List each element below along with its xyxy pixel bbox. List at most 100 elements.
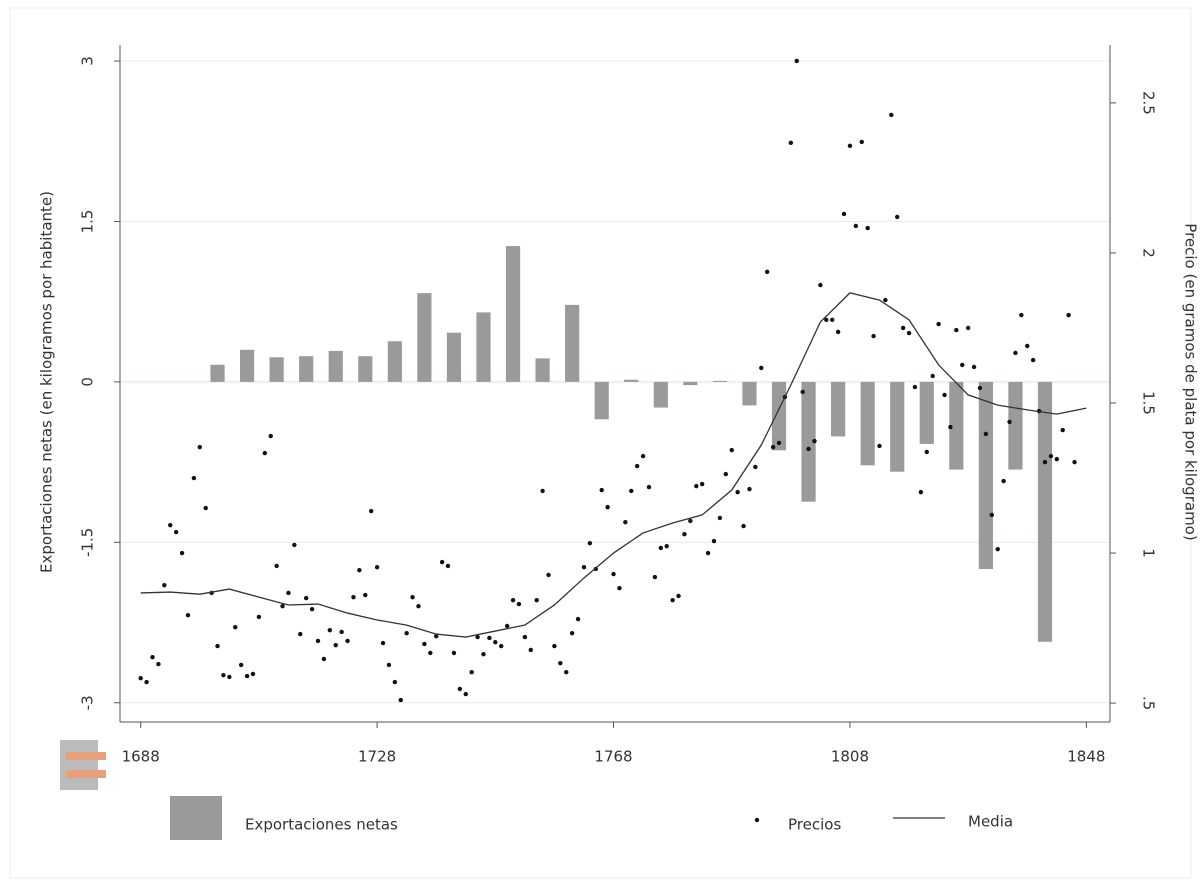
price-point: [646, 484, 652, 490]
price-point: [286, 590, 291, 596]
price-point: [924, 449, 929, 455]
bar: [712, 380, 728, 382]
price-point: [883, 297, 888, 303]
price-point: [564, 669, 569, 675]
price-point: [499, 643, 504, 649]
price-point: [818, 282, 823, 288]
price-point: [150, 654, 155, 660]
price-point: [185, 612, 191, 618]
bar: [387, 341, 402, 382]
price-point: [268, 433, 273, 439]
price-point: [895, 214, 900, 220]
price-point: [865, 225, 870, 231]
x-tick-label: 1728: [358, 748, 396, 766]
price-point: [611, 571, 616, 577]
price-point: [699, 481, 705, 487]
logo: [60, 740, 106, 790]
price-point: [215, 643, 220, 649]
bar: [919, 381, 934, 444]
price-point: [1007, 419, 1012, 425]
price-point: [410, 594, 415, 600]
legend-label: Precios: [788, 816, 841, 834]
y-tick-label: 0: [79, 377, 97, 387]
bar: [742, 381, 757, 406]
price-point: [552, 643, 557, 649]
price-point: [392, 679, 398, 685]
price-point: [794, 58, 799, 64]
price-point: [321, 656, 327, 662]
y-axis-title: Exportaciones netas (en kilogramos por h…: [38, 191, 56, 573]
price-point: [162, 582, 167, 588]
price-point: [380, 640, 386, 646]
bar: [269, 357, 284, 382]
bar: [1008, 381, 1023, 470]
y-tick-label: 1.5: [79, 210, 97, 234]
price-point: [416, 603, 421, 609]
price-point: [853, 223, 859, 229]
price-point: [640, 453, 646, 459]
price-point: [244, 673, 250, 679]
price-point: [238, 662, 244, 668]
price-point: [404, 630, 409, 636]
price-point: [617, 585, 622, 591]
price-point: [989, 512, 994, 518]
price-point: [918, 489, 924, 495]
price-point: [942, 392, 947, 398]
price-point: [422, 641, 427, 647]
price-point: [138, 675, 143, 681]
price-point: [528, 647, 533, 653]
price-point: [191, 475, 197, 481]
price-point: [451, 650, 457, 656]
price-point: [504, 623, 510, 629]
price-point: [871, 333, 876, 339]
price-point: [948, 424, 953, 430]
price-point: [971, 364, 977, 370]
price-point: [522, 634, 528, 640]
bar: [446, 332, 462, 382]
price-point: [747, 486, 752, 492]
price-point: [581, 564, 587, 570]
x-tick-label: 1688: [122, 748, 160, 766]
price-point: [652, 574, 658, 580]
price-point: [1042, 459, 1048, 465]
price-point: [977, 385, 983, 391]
bar: [978, 381, 993, 570]
price-point: [445, 563, 451, 569]
price-point: [569, 630, 575, 636]
price-point: [303, 595, 309, 601]
x-tick-label: 1768: [594, 748, 632, 766]
price-point: [534, 597, 539, 603]
price-point: [298, 631, 303, 637]
price-point: [664, 543, 669, 549]
price-point: [386, 662, 392, 668]
price-point: [339, 629, 344, 635]
bar: [535, 358, 550, 382]
price-point: [688, 518, 693, 524]
price-point: [327, 627, 333, 633]
y-tick-label: 3: [79, 56, 97, 66]
bar: [1037, 381, 1053, 642]
bar: [594, 381, 609, 420]
price-point: [930, 373, 935, 379]
price-point: [741, 523, 746, 529]
price-point: [233, 624, 238, 630]
price-point: [694, 483, 699, 489]
price-point: [540, 488, 545, 494]
price-point: [770, 444, 776, 450]
bar: [683, 381, 698, 386]
price-point: [859, 139, 864, 145]
price-point: [575, 616, 581, 622]
bar: [505, 246, 521, 382]
price-point: [1001, 478, 1006, 484]
price-point: [351, 594, 356, 600]
bar: [771, 381, 787, 451]
price-point: [481, 651, 486, 657]
y2-tick-label: 2.5: [1140, 91, 1158, 115]
price-point: [1060, 427, 1065, 433]
bar: [653, 381, 668, 408]
price-point: [954, 327, 959, 333]
bar: [890, 381, 905, 472]
bar: [476, 312, 491, 382]
price-point: [357, 567, 362, 573]
price-point: [1066, 312, 1071, 318]
